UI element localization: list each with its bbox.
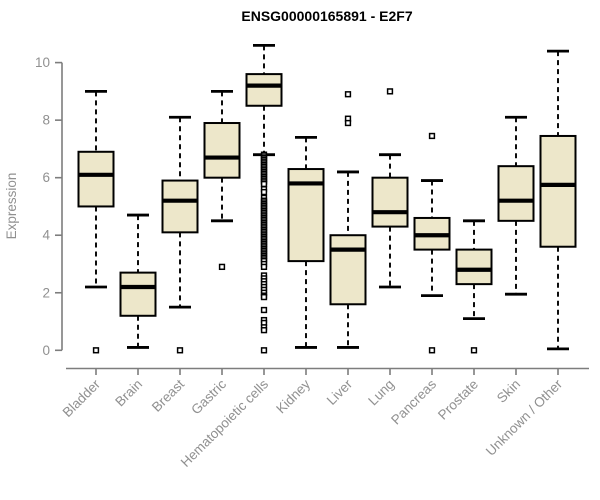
y-tick-label: 2 [42,285,50,300]
outlier-point [428,132,436,140]
y-tick-label: 4 [42,228,50,243]
x-tick-label: Bladder [60,376,104,420]
outlier-point [428,347,436,354]
outlier-point [260,180,268,188]
plot-area [77,43,577,354]
outlier-point [260,347,268,354]
x-tick-label: Lung [365,377,397,409]
iqr-box [455,248,493,286]
y-tick-label: 8 [42,113,50,128]
iqr-box [371,176,409,228]
outlier-point [176,347,184,354]
outlier-point [260,293,268,301]
box-prostate [455,219,493,354]
outlier-point [344,119,352,127]
outlier-point [218,263,226,271]
outlier-point [260,263,268,271]
y-tick-label: 10 [35,55,50,70]
outlier-point [470,347,478,354]
box-breast [161,115,199,354]
iqr-box [203,122,241,179]
x-tick-label: Liver [324,376,356,408]
iqr-box [161,179,199,234]
x-tick-label: Unknown / Other [483,376,566,459]
x-tick-label: Gastric [188,376,229,417]
x-tick-label: Brain [112,377,145,410]
box-brain [119,213,157,349]
box-skin [497,115,535,296]
x-tick-label: Pancreas [388,376,439,427]
iqr-box [329,234,367,306]
x-tick-label: Skin [494,377,523,406]
outlier-point [260,306,268,314]
iqr-box [497,165,535,222]
y-tick-label: 0 [42,343,50,358]
box-hematopoietic-cells [245,43,283,354]
y-axis-label: Expression [4,173,19,240]
box-kidney [287,136,325,349]
box-gastric [203,89,241,271]
x-tick-label: Prostate [435,377,481,423]
iqr-box [245,73,283,107]
y-tick-label: 6 [42,170,50,185]
box-lung [371,88,409,289]
iqr-box [119,271,157,317]
x-tick-label: Breast [149,376,187,414]
outlier-point [344,91,352,98]
x-tick-label: Kidney [273,376,313,416]
outlier-point [260,188,268,196]
iqr-box [539,134,577,248]
outlier-point [260,327,268,334]
outlier-point [386,88,394,95]
box-pancreas [413,132,451,354]
chart-title: ENSG00000165891 - E2F7 [241,8,412,24]
outlier-point [92,347,100,354]
box-liver [329,91,367,349]
box-unknown-other [539,49,577,351]
box-bladder [77,89,115,354]
iqr-box [77,150,115,208]
